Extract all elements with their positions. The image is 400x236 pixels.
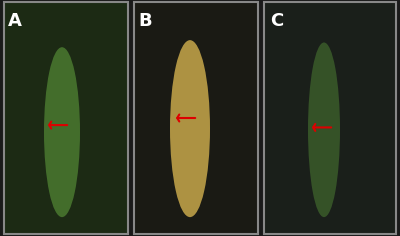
Text: A: A: [8, 12, 22, 30]
Ellipse shape: [44, 47, 80, 217]
Text: C: C: [270, 12, 283, 30]
FancyBboxPatch shape: [134, 2, 258, 234]
Ellipse shape: [308, 42, 340, 217]
Ellipse shape: [170, 40, 210, 217]
FancyBboxPatch shape: [264, 2, 396, 234]
FancyBboxPatch shape: [4, 2, 128, 234]
Text: B: B: [138, 12, 152, 30]
